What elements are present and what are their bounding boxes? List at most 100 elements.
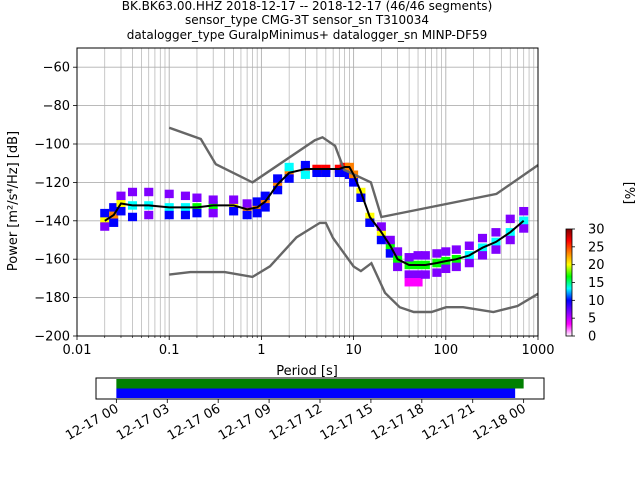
density-cell bbox=[356, 193, 366, 202]
y-tick-label: −100 bbox=[34, 138, 70, 153]
density-cell bbox=[519, 216, 529, 226]
density-cell bbox=[312, 168, 322, 178]
density-cell bbox=[208, 195, 218, 204]
density-cell bbox=[164, 210, 174, 220]
density-cell bbox=[376, 222, 386, 231]
density-cell bbox=[491, 228, 501, 237]
timeline-bars bbox=[116, 379, 524, 398]
density-cell bbox=[229, 206, 239, 216]
density-cell bbox=[404, 253, 414, 262]
y-tick-label: −60 bbox=[43, 61, 70, 76]
density-cell bbox=[300, 160, 310, 170]
colorbar-tick-label: 0 bbox=[588, 330, 596, 345]
timeline-bar bbox=[116, 388, 516, 398]
density-cell bbox=[192, 208, 202, 218]
density-cell bbox=[432, 268, 442, 277]
x-axis-label: Period [s] bbox=[276, 364, 338, 379]
colorbar-label: [%] bbox=[621, 182, 636, 205]
density-cell bbox=[385, 249, 395, 258]
density-cell bbox=[464, 258, 474, 268]
density-cell bbox=[432, 249, 442, 258]
density-cell bbox=[208, 208, 218, 218]
density-cell bbox=[273, 174, 283, 183]
density-cell bbox=[242, 210, 252, 220]
density-cell bbox=[340, 168, 350, 178]
title-line-2: sensor_type CMG-3T sensor_sn T310034 bbox=[185, 13, 429, 27]
density-cell bbox=[252, 197, 262, 206]
density-cell bbox=[109, 218, 119, 227]
y-axis-label: Power [m²/s⁴/Hz] [dB] bbox=[6, 131, 21, 271]
density-cell bbox=[229, 195, 239, 204]
colorbar-scale bbox=[565, 228, 573, 337]
noise-model-low bbox=[169, 221, 539, 314]
density-cell bbox=[404, 278, 414, 287]
x-tick-label: 0.1 bbox=[159, 343, 180, 358]
title-line-1: BK.BK63.00.HHZ 2018-12-17 -- 2018-12-17 … bbox=[122, 0, 493, 13]
density-cell bbox=[393, 247, 403, 256]
density-cell bbox=[505, 235, 515, 245]
density-cell bbox=[441, 247, 451, 256]
density-cell bbox=[109, 203, 119, 212]
density-cell bbox=[420, 251, 430, 260]
y-tick-label: −120 bbox=[34, 176, 70, 191]
density-cell bbox=[242, 199, 252, 208]
density-cell bbox=[451, 245, 461, 254]
density-cell bbox=[127, 212, 138, 222]
density-cell bbox=[477, 251, 488, 260]
mode-curve bbox=[104, 166, 525, 266]
y-tick-label: −160 bbox=[34, 253, 70, 268]
colorbar-tick-label: 25 bbox=[588, 240, 605, 255]
timeline-bar bbox=[116, 379, 524, 389]
title-line-3: datalogger_type GuralpMinimus+ datalogge… bbox=[127, 28, 488, 42]
density-cell bbox=[321, 168, 331, 178]
colorbar-tick-label: 10 bbox=[588, 294, 605, 309]
density-cell bbox=[519, 224, 529, 233]
density-cell bbox=[385, 235, 395, 245]
colorbar-tick-label: 20 bbox=[588, 258, 605, 273]
density-cell bbox=[413, 270, 423, 279]
x-tick-label: 10 bbox=[345, 343, 362, 358]
x-tick-label: 1000 bbox=[521, 343, 554, 358]
density-cell bbox=[491, 245, 501, 254]
density-cell bbox=[144, 210, 154, 220]
y-axis-ticks: −200 −180 −160 −140 −120 −100 −80 −60 bbox=[34, 61, 77, 345]
colorbar: 0 5 10 15 20 25 30 [%] bbox=[565, 182, 636, 345]
density-cell bbox=[451, 262, 461, 272]
density-cell bbox=[420, 270, 430, 279]
noise-models bbox=[168, 126, 539, 314]
noise-model-high bbox=[168, 126, 539, 219]
density-cell bbox=[300, 170, 310, 179]
density-cell bbox=[477, 233, 488, 243]
colorbar-tick-label: 30 bbox=[588, 223, 605, 238]
colorbar-ticks: 0 5 10 15 20 25 30 bbox=[572, 223, 605, 345]
x-axis-ticks: 0.01 0.1 1 10 100 1000 bbox=[63, 336, 555, 358]
density-cell bbox=[441, 264, 451, 274]
density-cell bbox=[284, 162, 294, 172]
density-cell bbox=[164, 189, 174, 199]
density-cell bbox=[464, 241, 474, 250]
density-cell bbox=[260, 203, 270, 212]
density-cell bbox=[413, 278, 423, 287]
density-cell bbox=[519, 206, 529, 216]
density-cell bbox=[100, 222, 110, 231]
density-cell bbox=[413, 251, 423, 260]
density-cell bbox=[260, 191, 270, 201]
y-tick-label: −180 bbox=[34, 291, 70, 306]
y-tick-label: −200 bbox=[34, 330, 70, 345]
density-cell bbox=[376, 235, 386, 245]
density-cell bbox=[273, 185, 283, 195]
density-cell bbox=[404, 270, 414, 279]
y-tick-label: −140 bbox=[34, 214, 70, 229]
psd-plot: 0.01 0.1 1 10 100 1000 −200 −180 −160 −140 −120 −1… bbox=[34, 47, 555, 358]
density-cell bbox=[180, 210, 190, 220]
density-cell bbox=[393, 262, 403, 272]
plot-frame bbox=[76, 47, 539, 337]
density-cell bbox=[192, 193, 202, 202]
density-cell bbox=[100, 216, 110, 226]
x-tick-label: 1 bbox=[257, 343, 265, 358]
x-tick-label: 100 bbox=[433, 343, 458, 358]
density-cell bbox=[505, 214, 515, 224]
density-cell bbox=[116, 191, 126, 201]
x-tick-label: 0.01 bbox=[63, 343, 92, 358]
